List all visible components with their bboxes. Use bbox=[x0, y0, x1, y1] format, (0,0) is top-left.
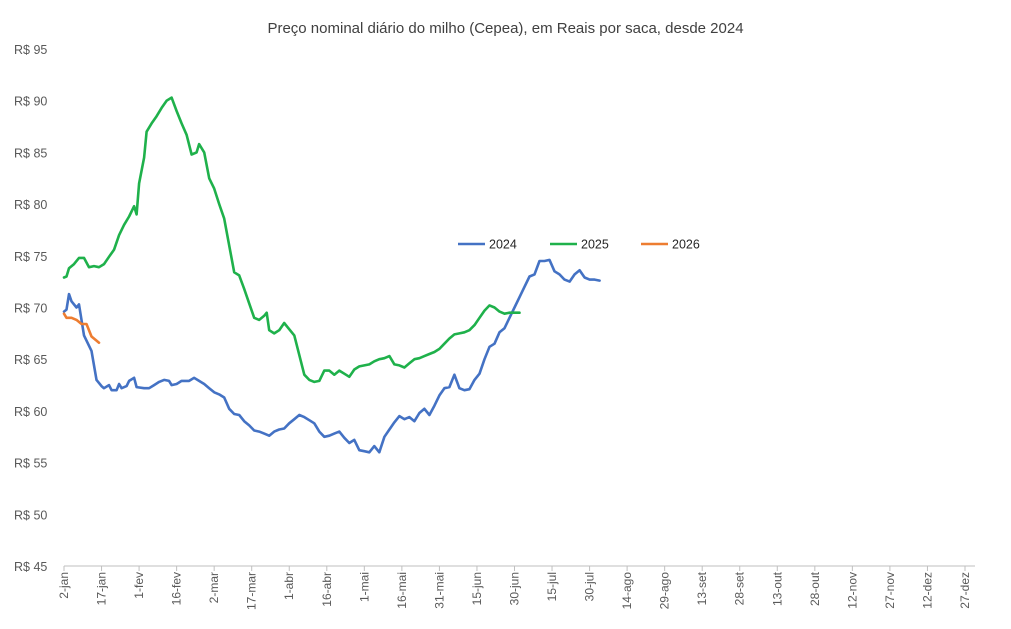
series-line-2026 bbox=[62, 312, 101, 345]
y-tick-label: R$ 70 bbox=[14, 302, 47, 316]
y-tick-label: R$ 95 bbox=[14, 43, 47, 57]
x-tick-label: 13-set bbox=[695, 571, 709, 605]
x-tick-label: 16-fev bbox=[170, 572, 184, 605]
y-axis: R$ 95 R$ 90 R$ 85 R$ 80 R$ 75 R$ 70 R$ 65 R$ 60… bbox=[14, 43, 47, 574]
y-tick-label: R$ 85 bbox=[14, 146, 47, 160]
x-tick-label: 27-dez bbox=[958, 572, 972, 609]
y-tick-label: R$ 60 bbox=[14, 405, 47, 419]
x-tick-label: 12-nov bbox=[845, 572, 859, 609]
series-line-2024 bbox=[62, 258, 601, 454]
x-tick-label: 2-jan bbox=[57, 572, 71, 599]
x-tick-label: 31-mai bbox=[432, 572, 446, 609]
y-tick-label: R$ 50 bbox=[14, 508, 47, 522]
x-tick-label: 30-jul bbox=[583, 572, 597, 601]
x-tick-label: 14-ago bbox=[620, 572, 634, 610]
x-axis: 2-jan 17-jan 1-fev 16-fev 2-mar 17-mar 1-abr 16… bbox=[57, 565, 975, 610]
x-tick-label: 27-nov bbox=[883, 572, 897, 609]
series-lines bbox=[62, 96, 601, 454]
y-tick-label: R$ 55 bbox=[14, 457, 47, 471]
y-tick-label: R$ 75 bbox=[14, 250, 47, 264]
x-tick-label: 17-jan bbox=[95, 572, 109, 605]
y-tick-label: R$ 90 bbox=[14, 95, 47, 109]
legend-label-2025: 2025 bbox=[581, 238, 609, 252]
x-tick-label: 28-set bbox=[733, 571, 747, 605]
y-tick-label: R$ 65 bbox=[14, 353, 47, 367]
x-tick-label: 17-mar bbox=[245, 572, 259, 610]
x-tick-label: 1-mai bbox=[357, 572, 371, 602]
x-tick-label: 30-jun bbox=[507, 572, 521, 605]
legend-label-2024: 2024 bbox=[489, 238, 517, 252]
x-tick-label: 1-fev bbox=[132, 572, 146, 599]
x-tick-label: 16-mai bbox=[395, 572, 409, 609]
x-tick-label: 2-mar bbox=[207, 572, 221, 603]
x-tick-label: 15-jun bbox=[470, 572, 484, 605]
x-tick-label: 28-out bbox=[808, 571, 822, 606]
y-tick-label: R$ 80 bbox=[14, 198, 47, 212]
x-tick-label: 16-abr bbox=[320, 572, 334, 607]
chart-title: Preço nominal diário do milho (Cepea), e… bbox=[267, 20, 744, 37]
legend-label-2026: 2026 bbox=[672, 238, 700, 252]
series-line-2025 bbox=[62, 96, 521, 384]
legend: 2024 2025 2026 bbox=[458, 238, 700, 252]
x-tick-label: 13-out bbox=[770, 571, 784, 606]
x-tick-label: 1-abr bbox=[282, 572, 296, 600]
x-tick-label: 15-jul bbox=[545, 572, 559, 601]
x-tick-label: 12-dez bbox=[920, 572, 934, 609]
y-tick-label: R$ 45 bbox=[14, 560, 47, 574]
x-tick-label: 29-ago bbox=[658, 572, 672, 610]
